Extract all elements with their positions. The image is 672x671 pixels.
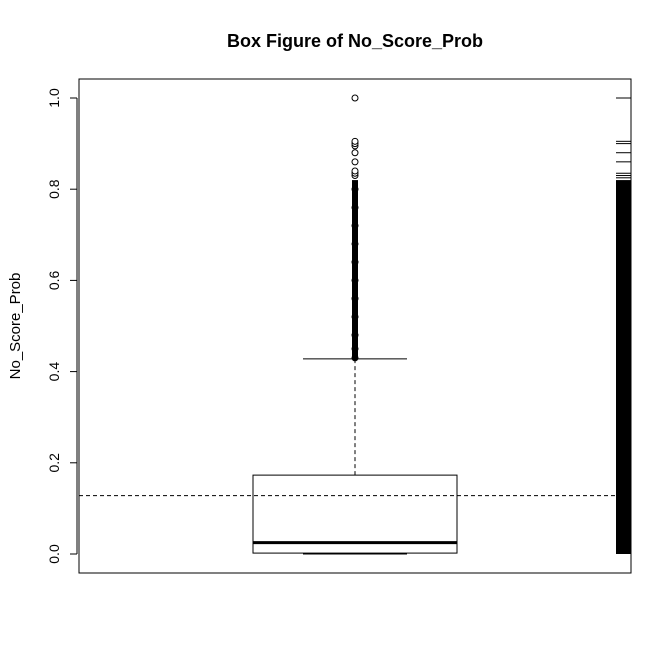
y-tick-label: 0.2	[46, 453, 62, 473]
rug-dense-band	[616, 180, 631, 554]
outlier-point	[351, 240, 359, 248]
outlier-point	[351, 345, 359, 353]
y-tick-label: 0.4	[46, 362, 62, 382]
outlier-dense-band	[352, 180, 358, 358]
y-tick-label: 1.0	[46, 88, 62, 108]
plot-marks	[79, 94, 631, 555]
outlier-point	[351, 94, 359, 102]
outlier-point	[351, 149, 359, 157]
box-iqr	[252, 474, 458, 554]
outlier-point	[351, 331, 359, 339]
outlier-point	[351, 276, 359, 284]
y-axis-label: No_Score_Prob	[7, 273, 24, 380]
y-tick-label: 0.0	[46, 544, 62, 564]
outlier-point	[351, 137, 359, 145]
outlier-point	[351, 167, 359, 175]
outlier-point	[351, 354, 359, 362]
outlier-point	[351, 185, 359, 193]
y-tick-label: 0.8	[46, 179, 62, 199]
outlier-point	[351, 258, 359, 266]
outlier-point	[351, 158, 359, 166]
outlier-point	[351, 222, 359, 230]
outlier-point	[351, 295, 359, 303]
y-axis: 0.0 0.2 0.4 0.6 0.8 1.0	[46, 88, 78, 564]
chart-title: Box Figure of No_Score_Prob	[227, 31, 483, 51]
outlier-point	[351, 203, 359, 211]
outlier-point	[351, 313, 359, 321]
y-tick-label: 0.6	[46, 270, 62, 290]
